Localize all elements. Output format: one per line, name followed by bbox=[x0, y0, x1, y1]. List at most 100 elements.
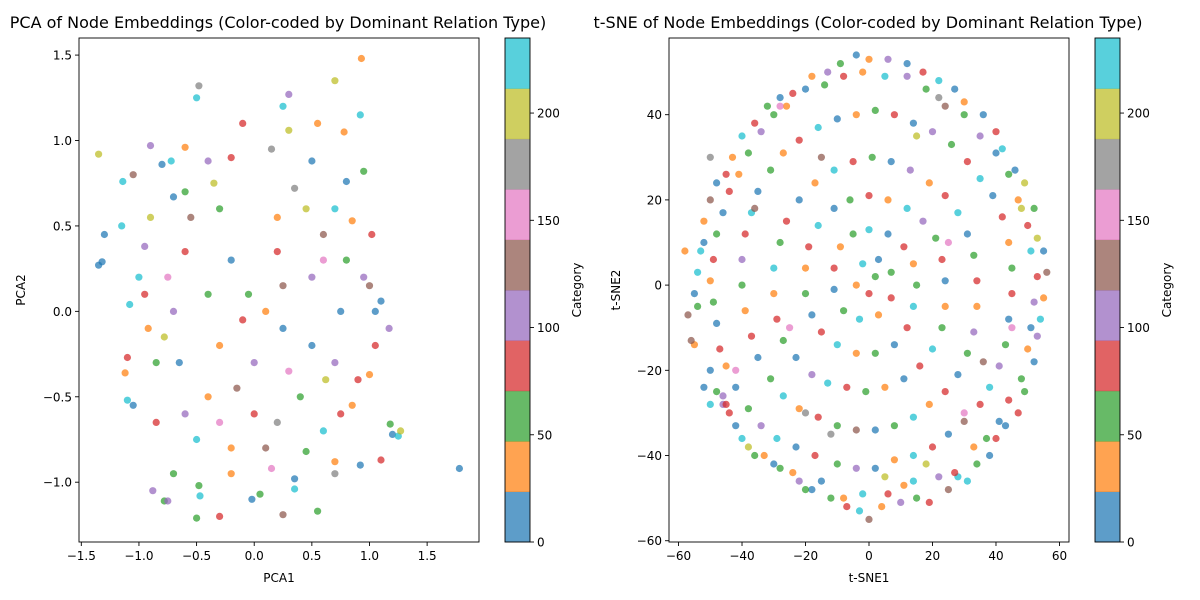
pca-data-point bbox=[285, 126, 293, 134]
tsne-data-point bbox=[925, 498, 933, 506]
tsne-data-point bbox=[770, 264, 778, 272]
tsne-data-point bbox=[1024, 221, 1032, 230]
tsne-data-point bbox=[722, 400, 730, 408]
pca-data-point bbox=[365, 371, 374, 379]
pca-data-point bbox=[204, 393, 212, 401]
tsne-data-point bbox=[935, 77, 943, 85]
tsne-x-tick-label: −60 bbox=[666, 549, 691, 563]
tsne-data-point bbox=[779, 336, 787, 345]
pca-colorbar-tick-label: 50 bbox=[537, 428, 552, 442]
pca-data-point bbox=[250, 359, 258, 367]
tsne-data-point bbox=[1030, 204, 1038, 212]
pca-data-point bbox=[331, 359, 339, 367]
tsne-data-point bbox=[738, 255, 746, 264]
tsne-data-point bbox=[947, 140, 956, 149]
pca-data-point bbox=[377, 456, 385, 464]
tsne-data-point bbox=[874, 311, 883, 319]
tsne-data-point bbox=[951, 469, 959, 477]
tsne-data-point bbox=[754, 187, 762, 195]
pca-data-point bbox=[195, 482, 203, 490]
tsne-data-point bbox=[824, 379, 832, 387]
tsne-data-point bbox=[865, 226, 873, 234]
pca-colorbar-label: Category bbox=[570, 263, 584, 318]
tsne-data-point bbox=[1001, 341, 1010, 349]
pca-data-point bbox=[195, 82, 203, 90]
pca-data-point bbox=[126, 300, 134, 309]
tsne-data-point bbox=[992, 434, 1000, 443]
tsne-data-point bbox=[909, 260, 918, 268]
pca-colorbar-tick-label: 100 bbox=[537, 321, 560, 335]
pca-data-point bbox=[216, 205, 224, 213]
pca-x-tick-label: 0.0 bbox=[245, 549, 264, 563]
tsne-data-point bbox=[713, 388, 721, 396]
pca-data-point bbox=[285, 90, 293, 98]
tsne-y-tick-label: 0 bbox=[654, 279, 662, 293]
pca-data-point bbox=[371, 341, 379, 350]
tsne-data-point bbox=[852, 111, 860, 119]
tsne-data-point bbox=[913, 494, 921, 502]
tsne-data-point bbox=[859, 68, 867, 76]
pca-data-point bbox=[146, 213, 155, 221]
tsne-colorbar-segment bbox=[1095, 88, 1120, 140]
tsne-data-point bbox=[1040, 294, 1048, 302]
tsne-data-point bbox=[897, 498, 905, 506]
pca-data-point bbox=[193, 514, 201, 522]
tsne-data-point bbox=[890, 456, 899, 464]
pca-colorbar-segment bbox=[505, 138, 530, 190]
pca-chart-title: PCA of Node Embeddings (Color-coded by D… bbox=[10, 13, 546, 32]
tsne-data-point bbox=[773, 315, 781, 323]
tsne-data-point bbox=[833, 115, 841, 123]
tsne-data-point bbox=[690, 290, 699, 298]
tsne-data-point bbox=[786, 324, 794, 332]
tsne-data-point bbox=[741, 307, 749, 315]
pca-data-point bbox=[123, 396, 131, 404]
pca-data-point bbox=[368, 230, 376, 239]
tsne-data-point bbox=[732, 383, 740, 391]
tsne-data-point bbox=[913, 132, 921, 140]
pca-data-point bbox=[455, 464, 463, 473]
tsne-data-point bbox=[1027, 324, 1035, 332]
tsne-data-point bbox=[906, 166, 914, 174]
tsne-data-point bbox=[865, 290, 873, 298]
tsne-colorbar-tick-label: 200 bbox=[1127, 107, 1150, 121]
tsne-y-tick-label: −60 bbox=[637, 534, 662, 548]
tsne-y-tick-label: 40 bbox=[647, 108, 662, 122]
tsne-data-point bbox=[757, 422, 765, 430]
pca-data-point bbox=[296, 393, 304, 401]
tsne-data-point bbox=[884, 196, 892, 204]
tsne-x-tick-label: 20 bbox=[925, 549, 940, 563]
tsne-y-axis-label: t-SNE2 bbox=[609, 270, 623, 311]
pca-panel: PCA of Node Embeddings (Color-coded by D… bbox=[10, 13, 584, 585]
tsne-data-point bbox=[963, 477, 972, 485]
tsne-data-point bbox=[770, 290, 778, 298]
tsne-data-point bbox=[801, 409, 810, 417]
tsne-colorbar-frame bbox=[1094, 37, 1121, 543]
tsne-data-point bbox=[954, 209, 962, 217]
tsne-data-point bbox=[970, 328, 978, 336]
pca-colorbar-segment bbox=[505, 491, 530, 543]
pca-data-point bbox=[388, 430, 397, 438]
tsne-data-point bbox=[938, 255, 946, 264]
tsne-data-point bbox=[1043, 268, 1051, 276]
tsne-x-tick-label: 40 bbox=[988, 549, 1003, 563]
tsne-data-point bbox=[1024, 345, 1032, 353]
pca-data-point bbox=[169, 470, 178, 478]
tsne-y-tick-label: 20 bbox=[647, 193, 662, 207]
tsne-data-point bbox=[941, 302, 949, 310]
tsne-data-point bbox=[960, 409, 968, 417]
pca-colorbar-segment bbox=[505, 189, 530, 240]
tsne-data-point bbox=[992, 149, 1000, 157]
tsne-data-point bbox=[846, 196, 854, 204]
tsne-data-point bbox=[992, 128, 1000, 136]
pca-data-point bbox=[331, 470, 339, 478]
pca-x-tick-label: −0.5 bbox=[182, 549, 211, 563]
tsne-data-point bbox=[795, 196, 803, 204]
tsne-data-point bbox=[852, 51, 860, 59]
tsne-data-point bbox=[878, 503, 886, 511]
pca-data-point bbox=[95, 150, 103, 158]
tsne-data-point bbox=[871, 349, 879, 357]
tsne-colorbar-segment bbox=[1095, 239, 1120, 291]
pca-data-point bbox=[267, 464, 276, 473]
tsne-data-point bbox=[830, 264, 838, 272]
tsne-data-point bbox=[903, 324, 911, 332]
